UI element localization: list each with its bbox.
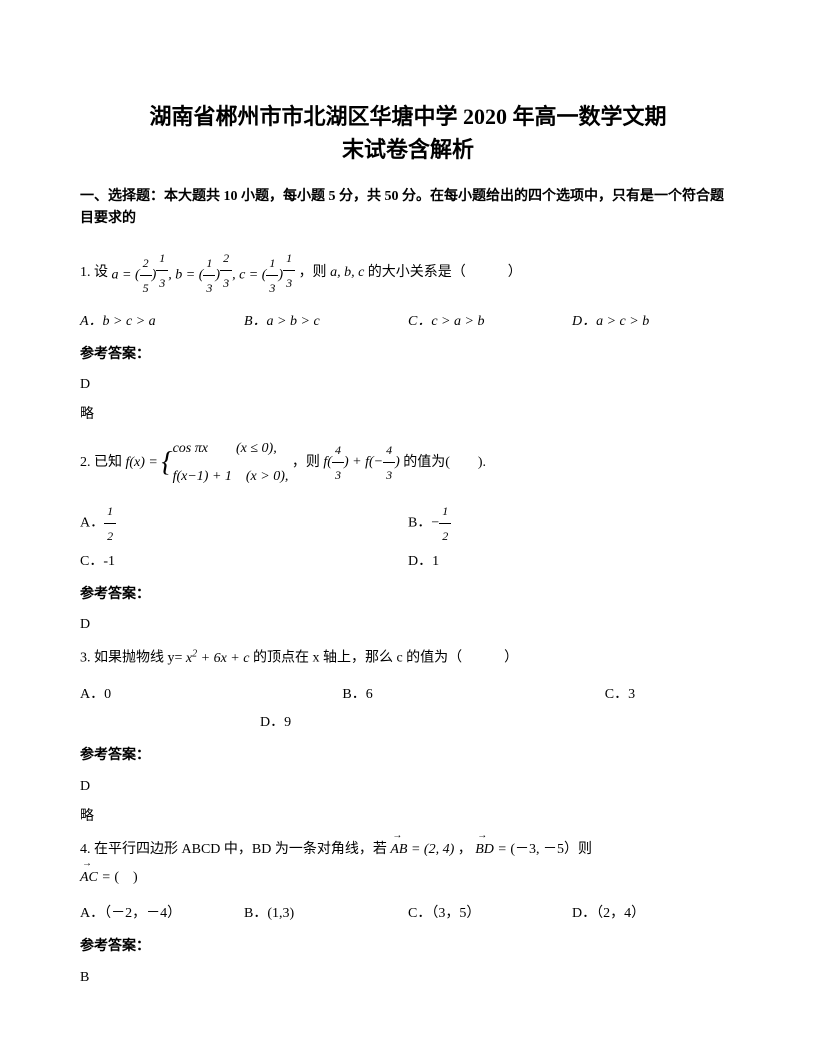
q3-answer-label: 参考答案： xyxy=(80,745,736,767)
q4-optA: A．（－2，－4） xyxy=(80,900,244,928)
q2-optA: A．12 xyxy=(80,499,408,548)
section-header: 一、选择题：本大题共 10 小题，每小题 5 分，共 50 分。在每小题给出的四… xyxy=(80,186,736,231)
q2-optB: B．−12 xyxy=(408,499,736,548)
title-line1: 湖南省郴州市市北湖区华塘中学 2020 年高一数学文期 xyxy=(149,104,666,129)
q3-optA: A．0 xyxy=(80,681,342,709)
q1-mid: ，则 xyxy=(299,265,327,280)
q3-optC: C．3 xyxy=(605,681,736,709)
q4-prefix: 4. 在平行四边形 ABCD 中，BD 为一条对角线，若 xyxy=(80,842,387,857)
q1-abc: a, b, c xyxy=(330,265,364,280)
q1-optD: D．a > c > b xyxy=(572,308,736,336)
q3-suffix: 的顶点在 x 轴上，那么 c 的值为（ ） xyxy=(253,651,518,666)
q2-optC: C．-1 xyxy=(80,548,408,576)
q4-suffix: ( ) xyxy=(114,870,137,885)
question-1: 1. 设 a = (25)13, b = (13)23, c = (13)13 … xyxy=(80,246,736,300)
q2-piecewise: f(x) = {cos πx (x ≤ 0),f(x−1) + 1 (x > 0… xyxy=(126,435,289,491)
q3-optD: D．9 xyxy=(80,709,736,737)
q2-optD: D．1 xyxy=(408,548,736,576)
q4-bd-val: = xyxy=(497,842,510,857)
q2-options: A．12 B．−12 C．-1 D．1 xyxy=(80,499,736,576)
q1-optB: B．a > b > c xyxy=(244,308,408,336)
q4-ab-val: = (2, 4) xyxy=(411,842,454,857)
q1-optA: A．b > c > a xyxy=(80,308,244,336)
q1-answer-label: 参考答案： xyxy=(80,344,736,366)
q4-ab-vec: AB xyxy=(390,836,407,864)
q3-options: A．0 B．6 C．3 D．9 xyxy=(80,681,736,737)
q1-prefix: 1. 设 xyxy=(80,265,108,280)
q2-answer: D xyxy=(80,614,736,636)
q4-ac-eq: = xyxy=(101,870,114,885)
q1-optC: C．c > a > b xyxy=(408,308,572,336)
q3-optB: B．6 xyxy=(342,681,604,709)
q1-formula: a = (25)13, b = (13)23, c = (13)13 xyxy=(112,246,296,300)
exam-title: 湖南省郴州市市北湖区华塘中学 2020 年高一数学文期 末试卷含解析 xyxy=(80,100,736,166)
q4-optC: C．（3，5） xyxy=(408,900,572,928)
q1-note: 略 xyxy=(80,404,736,426)
q3-formula: x2 + 6x + c xyxy=(186,651,250,666)
q4-optB: B．(1,3) xyxy=(244,900,408,928)
q4-optD: D．（2，4） xyxy=(572,900,736,928)
q2-prefix: 2. 已知 xyxy=(80,455,122,470)
question-3: 3. 如果抛物线 y= x2 + 6x + c 的顶点在 x 轴上，那么 c 的… xyxy=(80,644,736,673)
q4-answer: B xyxy=(80,967,736,989)
q2-suffix: 的值为( ). xyxy=(403,455,486,470)
q1-answer: D xyxy=(80,374,736,396)
q3-prefix: 3. 如果抛物线 y= xyxy=(80,651,182,666)
q4-options: A．（－2，－4） B．(1,3) C．（3，5） D．（2，4） xyxy=(80,900,736,928)
question-4: 4. 在平行四边形 ABCD 中，BD 为一条对角线，若 AB = (2, 4)… xyxy=(80,836,736,892)
q4-bd-vec: BD xyxy=(475,836,494,864)
q1-suffix: 的大小关系是（ ） xyxy=(368,265,522,280)
q1-options: A．b > c > a B．a > b > c C．c > a > b D．a … xyxy=(80,308,736,336)
q3-answer: D xyxy=(80,776,736,798)
q2-answer-label: 参考答案： xyxy=(80,584,736,606)
q4-bd-coords: (－3, －5）则 xyxy=(510,842,592,857)
question-2: 2. 已知 f(x) = {cos πx (x ≤ 0),f(x−1) + 1 … xyxy=(80,435,736,491)
title-line2: 末试卷含解析 xyxy=(342,137,474,162)
q3-note: 略 xyxy=(80,806,736,828)
q2-mid: ，则 xyxy=(292,455,320,470)
q4-answer-label: 参考答案： xyxy=(80,936,736,958)
q2-expr: f(43) + f(−43) xyxy=(323,438,399,487)
q4-mid: ， xyxy=(458,842,472,857)
q4-ac-vec: AC xyxy=(80,864,98,892)
